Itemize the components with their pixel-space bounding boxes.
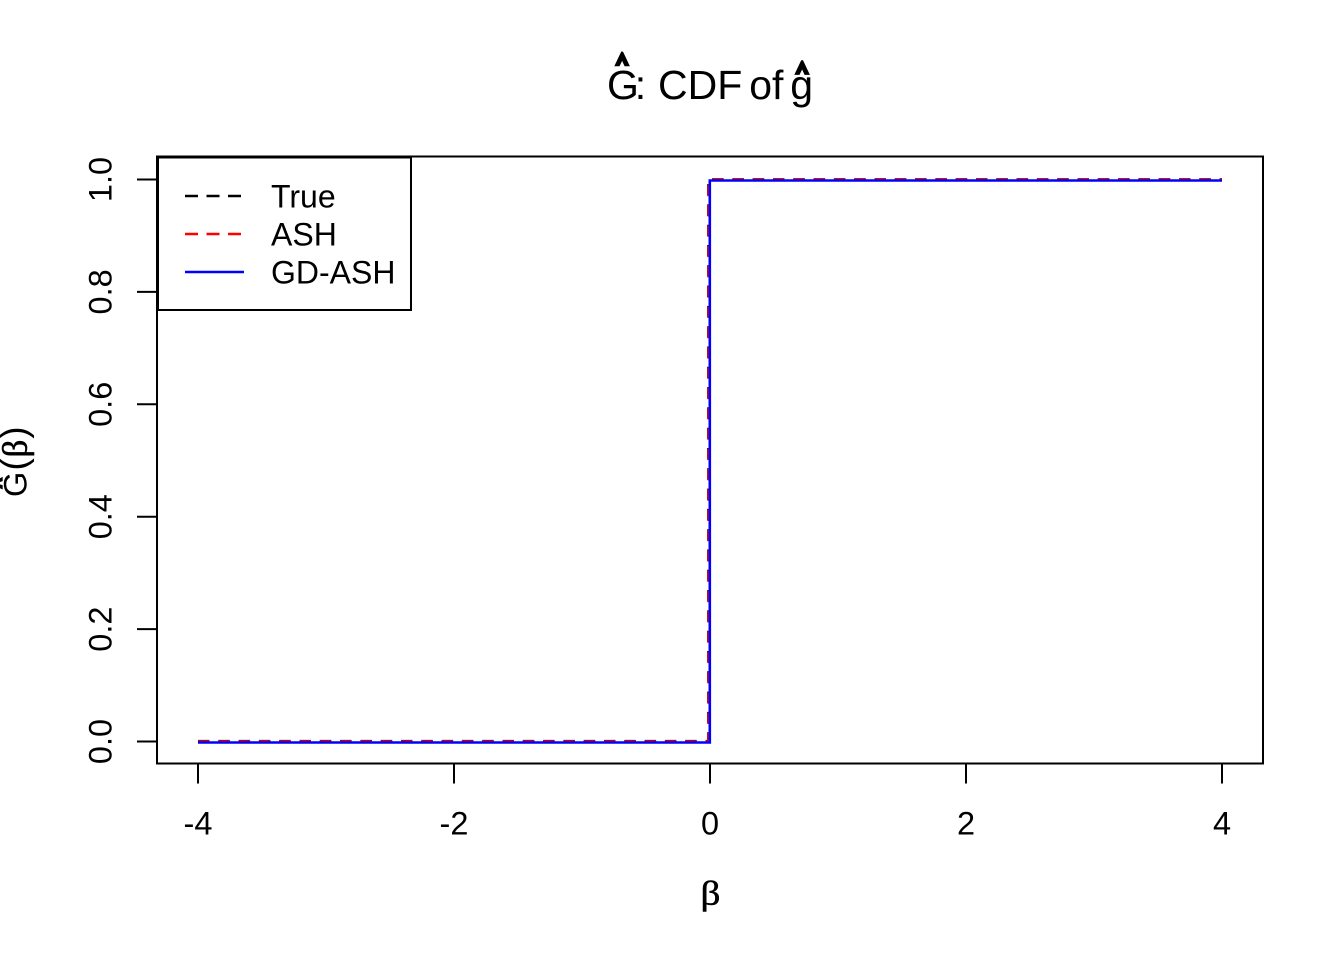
svg-text:): ) — [0, 426, 35, 438]
svg-text:0: 0 — [701, 806, 719, 842]
svg-text:4: 4 — [1213, 806, 1231, 842]
svg-text:GD-ASH: GD-ASH — [271, 255, 395, 291]
svg-text:ASH: ASH — [271, 217, 337, 253]
svg-text::: : — [635, 62, 646, 108]
svg-text:1.0: 1.0 — [83, 157, 119, 202]
svg-text:(: ( — [0, 458, 35, 471]
svg-text:0.8: 0.8 — [83, 269, 119, 314]
svg-text:-2: -2 — [440, 806, 469, 842]
svg-text:-4: -4 — [184, 806, 213, 842]
svg-text:β: β — [701, 874, 721, 912]
svg-text:G: G — [607, 62, 639, 108]
svg-text:0.2: 0.2 — [83, 607, 119, 652]
svg-text:0.0: 0.0 — [83, 719, 119, 764]
svg-text:True: True — [271, 179, 336, 215]
svg-text:G: G — [0, 472, 34, 497]
svg-text:of: of — [749, 62, 784, 108]
svg-text:β: β — [0, 440, 35, 458]
svg-text:CDF: CDF — [658, 62, 742, 108]
svg-text:2: 2 — [957, 806, 975, 842]
svg-text:0.6: 0.6 — [83, 382, 119, 427]
svg-text:0.4: 0.4 — [83, 494, 119, 539]
